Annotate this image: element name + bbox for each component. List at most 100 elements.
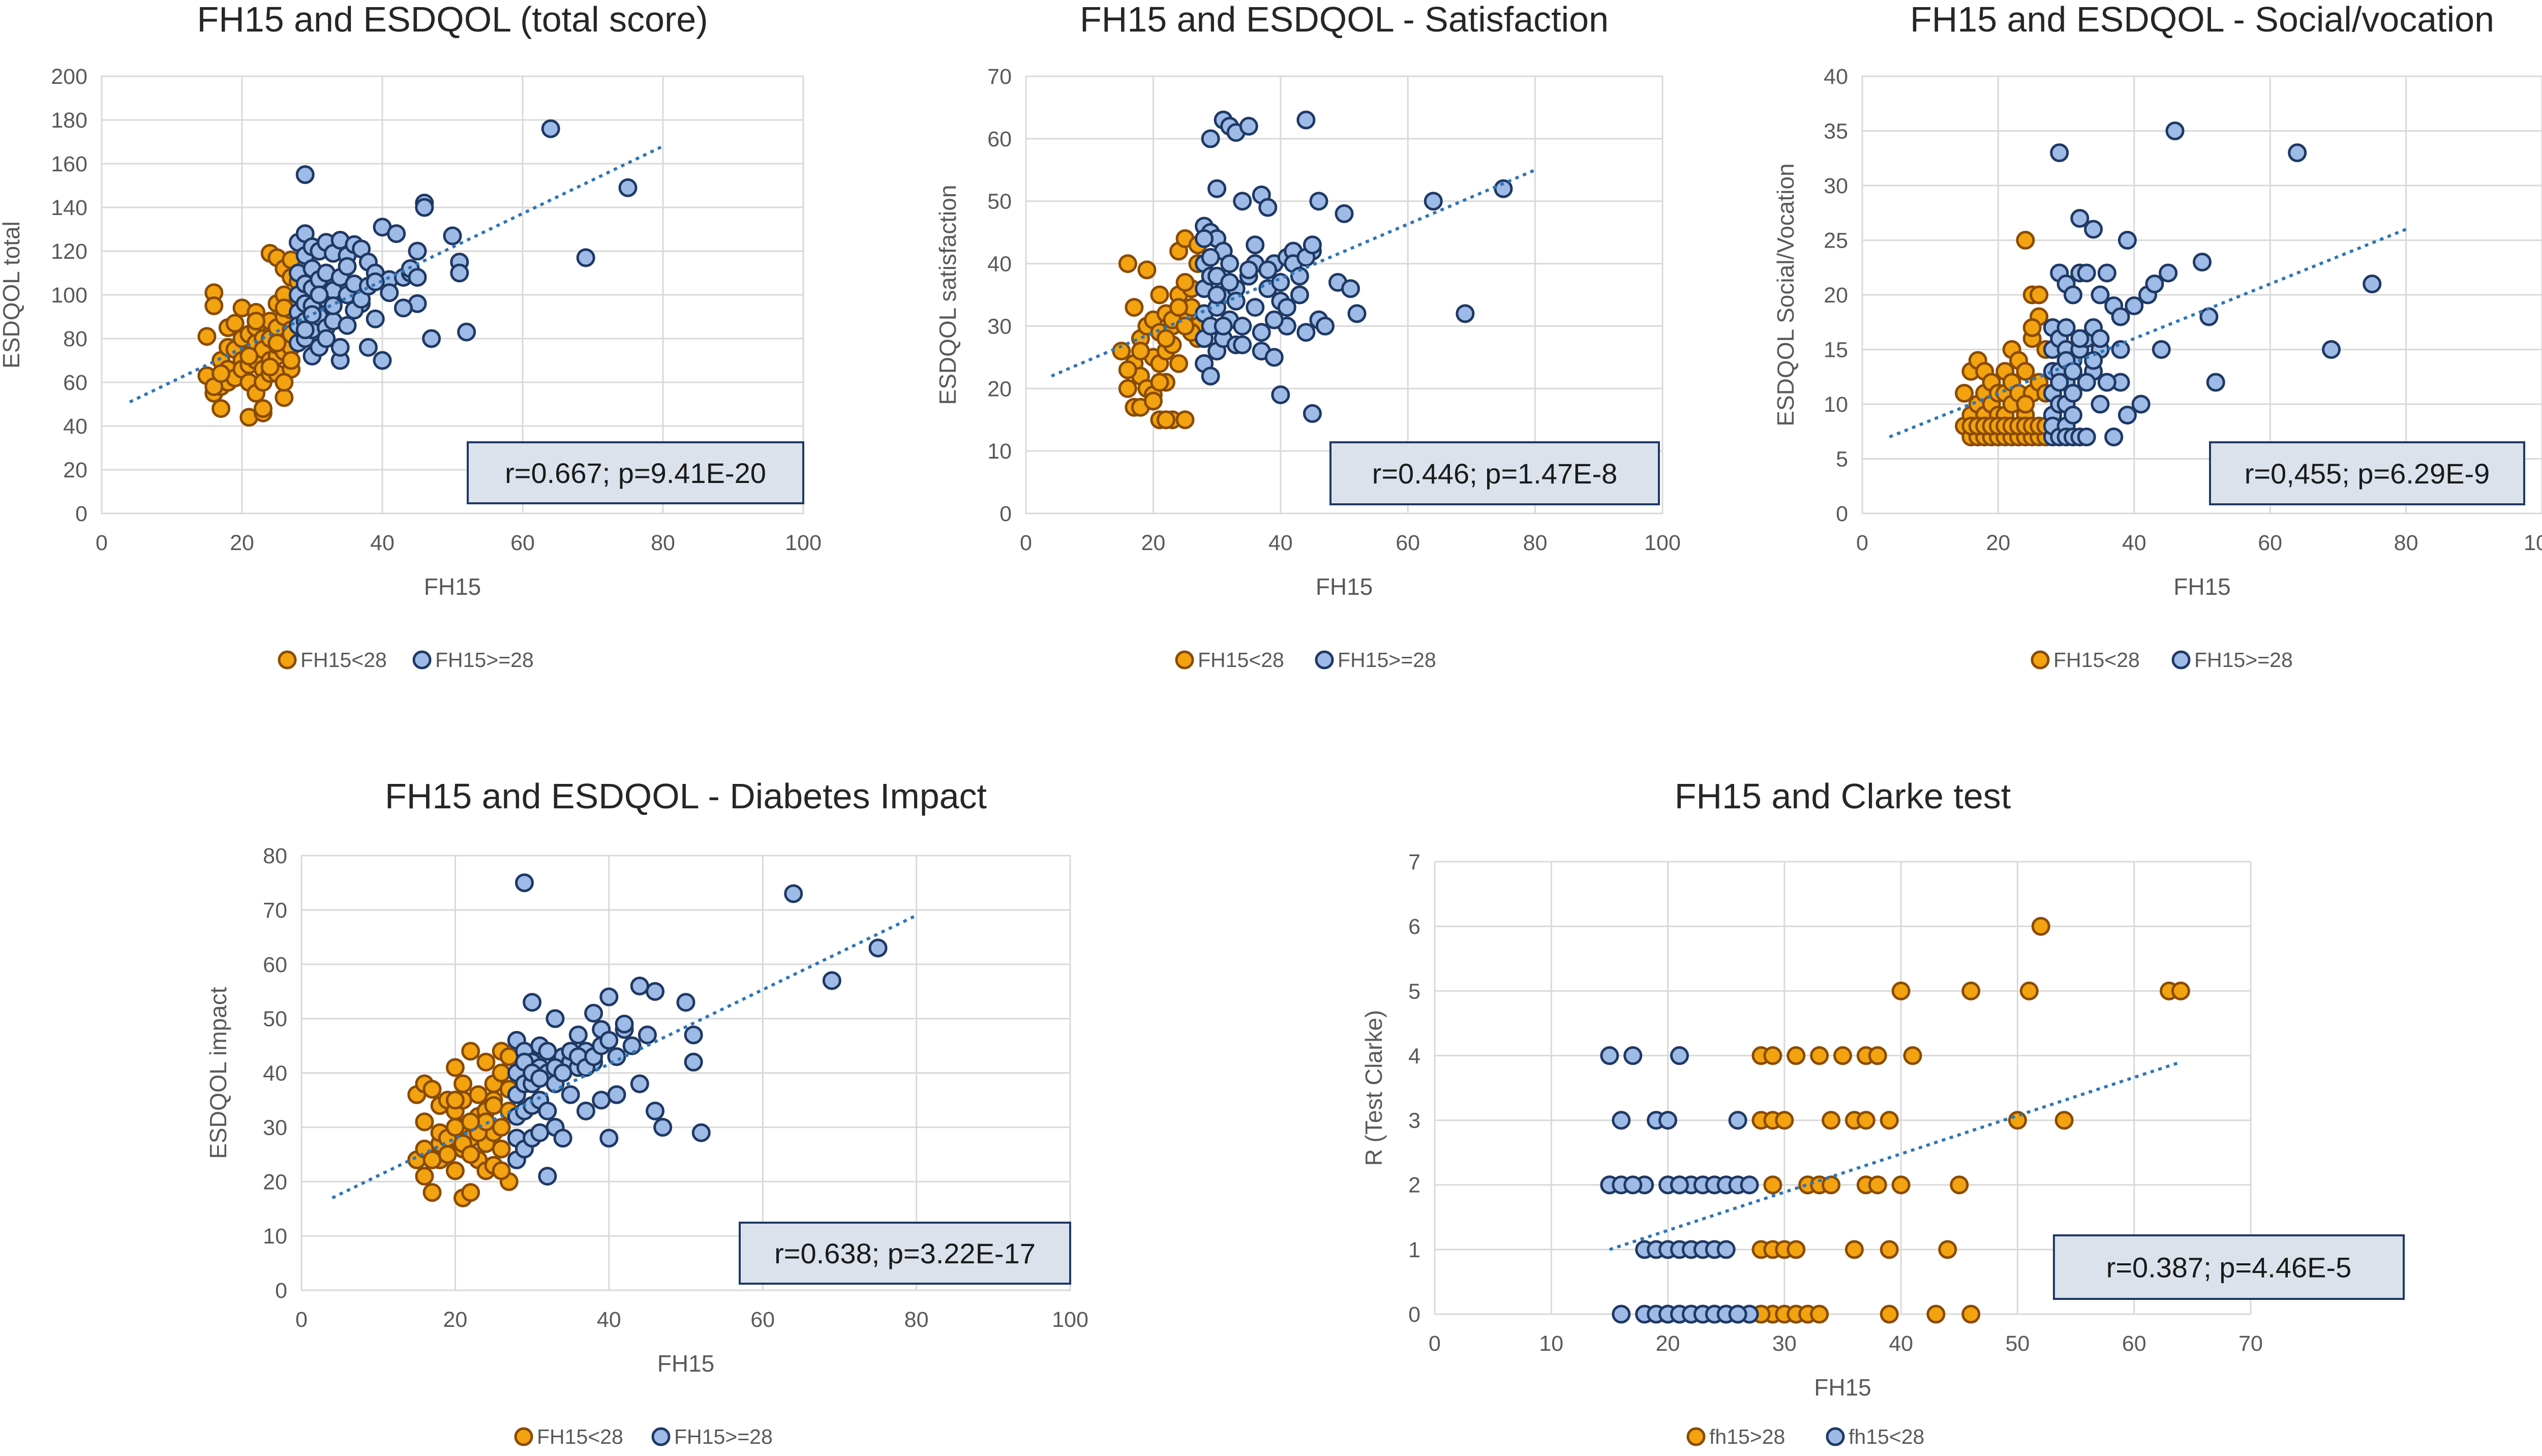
data-point-blue [1424, 192, 1443, 211]
data-point-orange [2031, 917, 2050, 936]
y-tick-label: 40 [987, 252, 1012, 277]
data-point-orange [1891, 981, 1911, 1000]
data-point-blue [638, 1025, 657, 1045]
x-tick-label: 40 [2122, 531, 2146, 555]
y-tick-label: 25 [1824, 229, 1848, 253]
data-point-orange [445, 1058, 465, 1077]
data-point-orange [239, 346, 259, 366]
data-point-orange [1169, 298, 1188, 317]
data-point-blue [1600, 1046, 1619, 1065]
data-point-blue [622, 1036, 642, 1055]
data-point-orange [2008, 1111, 2027, 1130]
trend-line [1050, 168, 1536, 378]
legend-label: FH15<28 [537, 1425, 623, 1448]
data-point-blue [630, 977, 649, 995]
legend-label: FH15>=28 [435, 648, 534, 672]
y-tick-label: 180 [51, 108, 87, 133]
data-point-orange [1822, 1111, 1841, 1130]
stat-box [2209, 441, 2525, 505]
data-point-orange [204, 296, 224, 315]
y-tick-label: 4 [1408, 1044, 1420, 1068]
data-point-blue [2363, 275, 2382, 293]
data-point-blue [538, 1167, 557, 1186]
y-tick-label: 80 [63, 327, 87, 351]
data-point-blue [553, 1129, 572, 1148]
data-point-blue [653, 1117, 673, 1137]
data-point-blue [530, 1123, 550, 1142]
data-point-blue [2084, 351, 2103, 370]
data-point-blue [1296, 110, 1316, 130]
data-point-blue [1239, 116, 1258, 136]
y-tick-label: 0 [75, 502, 87, 526]
data-point-orange [1150, 285, 1169, 305]
data-point-blue [1296, 323, 1316, 342]
data-point-orange [2016, 395, 2035, 414]
data-point-blue [1728, 1111, 1747, 1130]
data-point-blue [1201, 129, 1220, 148]
data-point-orange [469, 1085, 488, 1104]
y-tick-label: 10 [987, 439, 1012, 464]
data-point-blue [330, 338, 350, 357]
legend-marker-orange [514, 1427, 533, 1446]
data-point-blue [1716, 1240, 1736, 1259]
y-tick-label: 5 [1836, 447, 1848, 472]
data-point-blue [1658, 1111, 1678, 1130]
legend-marker-blue [1826, 1427, 1845, 1446]
data-point-blue [408, 241, 427, 261]
y-tick-label: 10 [1824, 392, 1848, 417]
data-point-blue [1303, 404, 1322, 423]
data-point-blue [1233, 335, 1252, 354]
data-point-orange [1822, 1175, 1841, 1195]
data-point-orange [422, 1183, 442, 1202]
data-point-orange [492, 1064, 511, 1082]
data-point-blue [2091, 329, 2110, 348]
stat-box [2053, 1234, 2405, 1300]
data-point-blue [2206, 373, 2225, 392]
data-point-blue [450, 263, 469, 283]
chart-title: FH15 and ESDQOL (total score) [197, 0, 708, 39]
y-tick-label: 80 [263, 844, 287, 868]
data-point-blue [822, 971, 841, 990]
data-point-blue [684, 1052, 703, 1072]
x-tick-label: 50 [2006, 1331, 2030, 1356]
data-point-blue [2111, 307, 2130, 326]
x-tick-label: 20 [1141, 531, 1165, 555]
data-point-blue [380, 283, 399, 302]
data-point-blue [2050, 373, 2069, 392]
plot-area [300, 855, 1071, 1291]
x-tick-label: 20 [230, 531, 254, 555]
data-point-blue [2199, 307, 2219, 326]
y-tick-label: 60 [63, 371, 87, 395]
data-point-orange [282, 351, 301, 370]
data-point-orange [461, 1145, 480, 1164]
data-point-blue [2077, 373, 2096, 392]
data-point-blue [1201, 248, 1220, 267]
y-tick-label: 6 [1408, 915, 1420, 939]
data-point-blue [317, 329, 336, 348]
data-point-orange [1880, 1240, 1899, 1259]
data-point-blue [1612, 1111, 1631, 1130]
data-point-blue [615, 1014, 634, 1034]
x-axis-title: FH15 [424, 573, 481, 600]
y-tick-label: 0 [1836, 502, 1848, 526]
data-point-orange [1844, 1240, 1864, 1259]
data-point-orange [445, 1117, 465, 1137]
data-point-orange [499, 1047, 519, 1066]
data-point-blue [1207, 179, 1227, 198]
data-point-blue [1214, 316, 1233, 336]
x-tick-label: 40 [597, 1308, 621, 1332]
y-tick-label: 50 [263, 1007, 287, 1032]
data-point-orange [1763, 1175, 1782, 1195]
data-point-blue [607, 1085, 626, 1104]
data-point-blue [302, 305, 322, 324]
data-point-blue [2077, 428, 2096, 446]
x-tick-label: 40 [370, 531, 395, 555]
legend-label: FH15<28 [300, 648, 387, 672]
data-point-blue [2117, 231, 2137, 250]
data-point-orange [1891, 1175, 1911, 1195]
data-point-blue [618, 178, 638, 197]
data-point-blue [2070, 329, 2090, 348]
data-point-orange [1763, 1046, 1782, 1065]
legend-marker-orange [2031, 650, 2050, 670]
data-point-orange [1961, 981, 1981, 1000]
